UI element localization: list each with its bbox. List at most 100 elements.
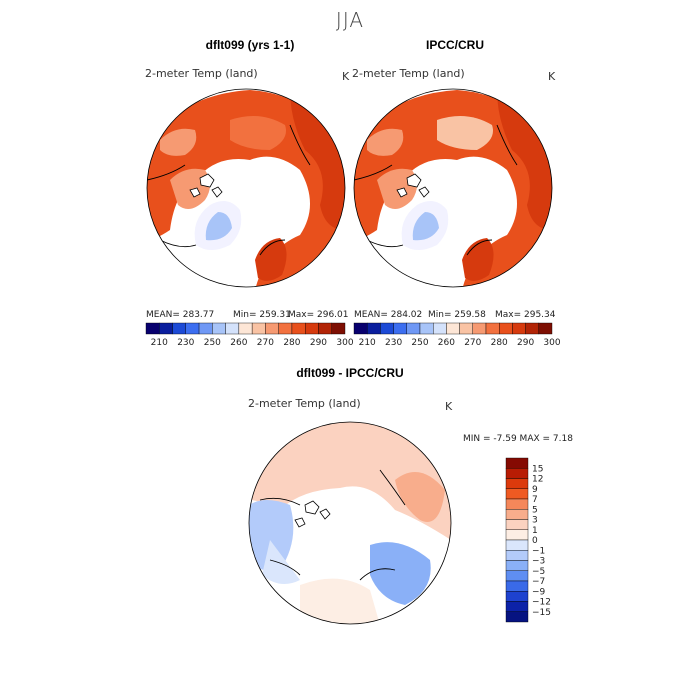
panel1-siberia	[230, 116, 286, 150]
panel1-archipelago	[189, 173, 223, 198]
diff-colorbar-swatch	[505, 498, 529, 510]
panel2-colorbar-swatch	[419, 322, 434, 335]
panel2-colorbar-tick-label: 230	[385, 338, 402, 348]
panel1-colorbar-swatch	[265, 322, 279, 335]
diff-colorbar-tick-label: 9	[532, 485, 538, 495]
diff-land-light-blue	[262, 540, 300, 584]
panel1-colorbar-tick-label: 230	[177, 338, 194, 348]
panel2-colorbar-tick-label: 250	[411, 338, 428, 348]
panel2-colorbar-tick-label: 290	[517, 338, 534, 348]
diff-colorbar-tick-label: −5	[532, 567, 545, 577]
diff-colorbar-swatch	[505, 539, 529, 551]
panel2-colorbar-swatch	[525, 322, 539, 335]
diff-colorbar-tick-label: 7	[532, 495, 538, 505]
panel2-map	[353, 88, 553, 288]
panel1-colorbar-swatch	[185, 322, 200, 335]
diff-colorbar-tick-label: −15	[532, 608, 551, 618]
panel1-colorbar: 210 230 250 260 270 280 290 300	[145, 322, 354, 348]
panel2-colorbar-swatch	[393, 322, 408, 335]
diff-colorbar-swatch	[505, 570, 529, 582]
panel1-title: dflt099 (yrs 1-1)	[205, 38, 295, 52]
diff-land-cool-east	[370, 542, 431, 605]
diff-land-south	[300, 578, 380, 624]
panel2-colorbar-swatch	[367, 322, 381, 335]
diff-colorbar-swatch	[505, 560, 529, 571]
diff-colorbar-tick-label: 1	[532, 526, 538, 536]
diff-coastline	[259, 469, 406, 581]
diff-colorbar-tick-label: 3	[532, 516, 538, 526]
panel2-colorbar-swatch	[499, 322, 513, 335]
panel1-colorbar-swatch	[251, 322, 266, 335]
panel1-colorbar-swatch	[198, 322, 213, 335]
panel2-colorbar-swatch	[446, 322, 460, 335]
diff-colorbar-swatch	[505, 519, 529, 530]
panel1-greenland-cold	[205, 212, 232, 241]
diff-colorbar-tick-label: 0	[532, 536, 538, 546]
panel1-colorbar-swatch	[159, 322, 173, 335]
panel2-scandinavia	[462, 238, 494, 281]
panel1-colorbar-tick-label: 260	[230, 338, 247, 348]
diff-colorbar-swatch	[505, 509, 529, 520]
panel2-max: Max= 295.34	[495, 310, 556, 320]
diff-colorbar-swatch	[505, 591, 529, 602]
diff-colorbar-tick-label: −9	[532, 587, 546, 597]
diff-archipelago	[294, 500, 331, 528]
panel1-map	[146, 88, 346, 288]
diff-colorbar-swatch	[505, 468, 529, 479]
diff-greenland	[300, 511, 348, 564]
panel1-colorbar-swatch	[331, 322, 346, 335]
panel2-colorbar-tick-label: 210	[359, 338, 376, 348]
diff-colorbar-tick-label: −7	[532, 577, 545, 587]
panel1-units: K	[342, 70, 350, 83]
panel1-colorbar-swatch	[172, 322, 187, 335]
panel1-colorbar-tick-label: 210	[151, 338, 168, 348]
panel2-units: K	[548, 70, 556, 83]
panel2-colorbar-swatch	[380, 322, 394, 335]
panel2-colorbar-tick-label: 300	[543, 338, 560, 348]
panel2-colorbar-swatch	[472, 322, 487, 335]
panel2-colorbar-swatch	[485, 322, 500, 335]
diff-colorbar-tick-label: 5	[532, 505, 538, 515]
diff-units: K	[445, 400, 453, 413]
panel1-colorbar-tick-label: 270	[257, 338, 274, 348]
panel2-greenland-cold	[412, 212, 439, 241]
panel2-colorbar-tick-label: 280	[491, 338, 508, 348]
diff-map	[248, 421, 452, 625]
panel1-coastline	[147, 124, 311, 256]
diff-land-warm2	[395, 472, 445, 522]
diff-colorbar-swatch	[505, 611, 529, 623]
panel2-colorbar-swatch	[433, 322, 447, 335]
panel1-colorbar-tick-label: 300	[336, 338, 353, 348]
panel1-colorbar-swatch	[318, 322, 332, 335]
panel1-eurasia	[147, 90, 345, 287]
panel1-colorbar-tick-label: 290	[310, 338, 327, 348]
panel1-colorbar-swatch	[145, 322, 160, 335]
diff-colorbar-swatch	[505, 478, 529, 489]
panel2-colorbar-swatch	[512, 322, 526, 335]
panel2-colorbar-swatch	[459, 322, 474, 335]
panel1-colorbar-swatch	[238, 322, 253, 335]
diff-colorbar-swatch	[505, 529, 529, 541]
panel2-archipelago	[396, 173, 430, 198]
panel2-colorbar-swatch	[353, 322, 368, 335]
panel1-alaska	[160, 128, 197, 156]
panel1-max: Max= 296.01	[288, 310, 349, 320]
panel1-colorbar-swatch	[212, 322, 226, 335]
panel2-coastline	[354, 124, 518, 256]
diff-land-warm	[249, 422, 451, 540]
diff-minmax: MIN = -7.59 MAX = 7.18	[463, 434, 573, 444]
diff-colorbar-tick-label: 15	[532, 464, 543, 474]
panel1-colorbar-swatch	[278, 322, 293, 335]
panel2-min: Min= 259.58	[428, 310, 486, 320]
panel2-alaska	[367, 128, 404, 156]
diff-colorbar-swatch	[505, 601, 529, 612]
diff-colorbar-swatch	[505, 488, 529, 500]
diff-colorbar-tick-label: −3	[532, 557, 545, 567]
panel2-siberia	[437, 116, 493, 150]
diff-title: dflt099 - IPCC/CRU	[296, 366, 404, 380]
diff-colorbar-swatch	[505, 457, 529, 469]
panel1-mean: MEAN= 283.77	[146, 310, 215, 320]
panel2-title: IPCC/CRU	[425, 38, 484, 52]
